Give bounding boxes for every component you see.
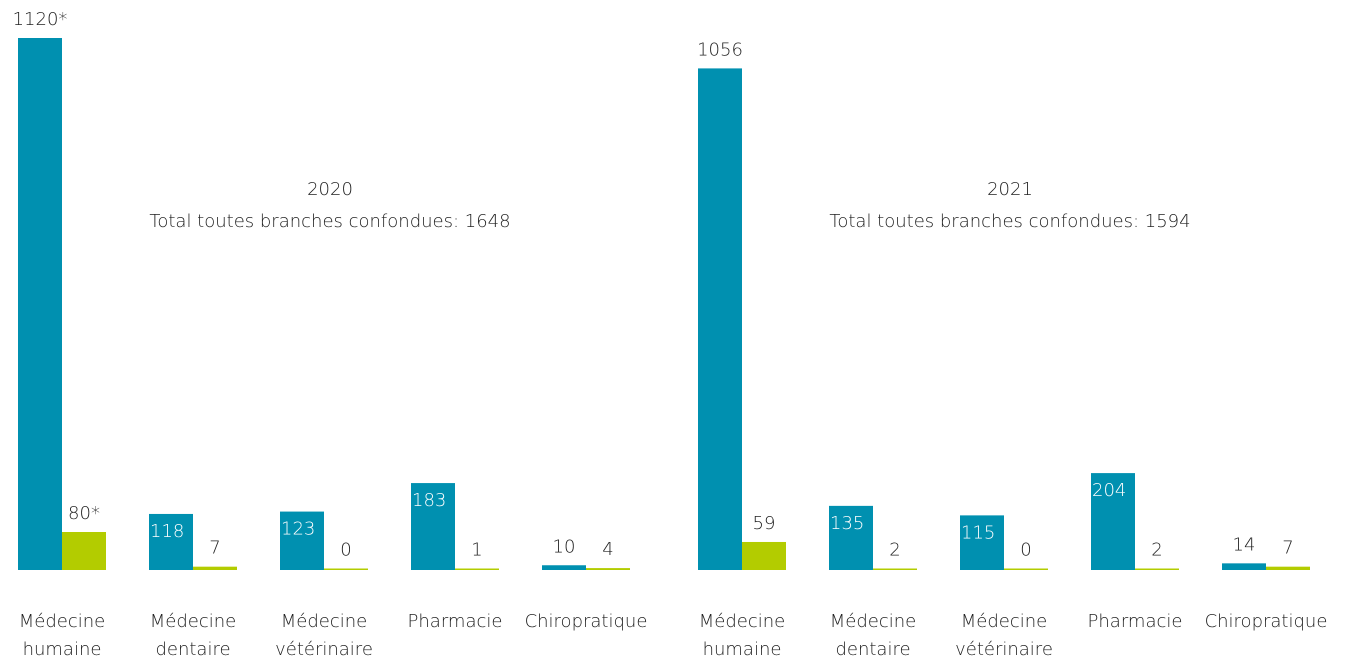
data-label: 1120* xyxy=(13,9,68,30)
bar xyxy=(1004,568,1048,570)
x-tick-label: Chiropratique xyxy=(1205,611,1328,632)
bar xyxy=(960,515,1004,570)
data-label: 2 xyxy=(1151,540,1162,561)
bar xyxy=(586,568,630,570)
data-label: 2 xyxy=(889,540,900,561)
data-label: 0 xyxy=(340,540,351,561)
bar xyxy=(62,532,106,570)
data-label: 7 xyxy=(1282,538,1293,559)
chart-title: 2021 xyxy=(987,179,1033,200)
x-tick-label: Médecine vétérinaire xyxy=(275,611,373,660)
x-tick-label: Médecine vétérinaire xyxy=(955,611,1053,660)
data-label: 118 xyxy=(150,521,184,542)
bar xyxy=(742,541,786,570)
data-label: 4 xyxy=(602,539,613,560)
bar xyxy=(1222,563,1266,570)
data-label: 0 xyxy=(1020,540,1031,561)
x-tick-label: Médecine dentaire xyxy=(830,611,916,660)
x-tick-label: Chiropratique xyxy=(525,611,648,632)
data-label: 135 xyxy=(830,513,864,534)
x-tick-label: Médecine dentaire xyxy=(150,611,236,660)
bar xyxy=(149,513,193,570)
x-tick-label: Pharmacie xyxy=(1088,611,1183,632)
data-label: 1 xyxy=(471,540,482,561)
bar xyxy=(698,68,742,571)
bar xyxy=(193,566,237,570)
chart-subtitle: Total toutes branches confondues: 1648 xyxy=(149,211,510,232)
bar xyxy=(542,565,586,570)
data-label: 204 xyxy=(1092,480,1126,501)
bar xyxy=(829,505,873,570)
bar xyxy=(411,483,455,570)
data-label: 183 xyxy=(412,490,446,511)
data-label: 7 xyxy=(209,538,220,559)
chart-subtitle: Total toutes branches confondues: 1594 xyxy=(829,211,1190,232)
bar xyxy=(324,568,368,570)
data-label: 80* xyxy=(68,503,100,524)
x-tick-label: Pharmacie xyxy=(408,611,503,632)
bar xyxy=(873,568,917,570)
bar xyxy=(1091,473,1135,570)
data-label: 115 xyxy=(961,522,995,543)
x-tick-label: Médecine humaine xyxy=(699,611,785,660)
bar xyxy=(455,568,499,570)
data-label: 1056 xyxy=(697,39,743,60)
data-label: 14 xyxy=(1233,534,1256,555)
data-label: 10 xyxy=(553,536,576,557)
bar xyxy=(18,38,62,570)
bar xyxy=(280,511,324,570)
bar xyxy=(1135,568,1179,570)
data-label: 59 xyxy=(753,513,776,534)
x-tick-label: Médecine humaine xyxy=(19,611,105,660)
bar xyxy=(1266,566,1310,570)
chart-title: 2020 xyxy=(307,179,353,200)
data-label: 123 xyxy=(281,519,315,540)
